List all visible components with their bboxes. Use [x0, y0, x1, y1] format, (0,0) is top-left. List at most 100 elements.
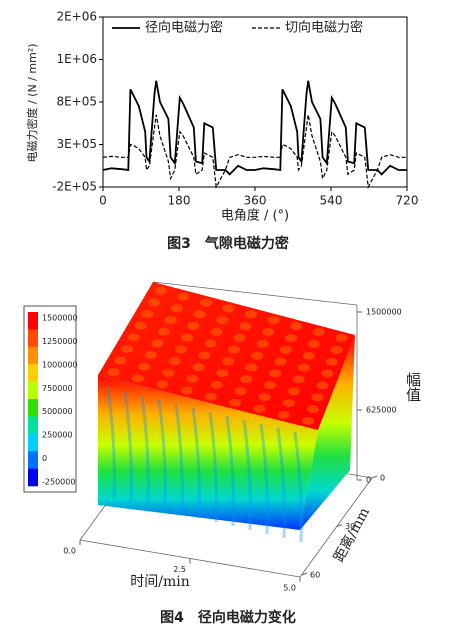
surface-peak [154, 286, 167, 295]
y-axis-label: 距离/mm [330, 505, 373, 565]
colorbar-label: -250000 [42, 478, 75, 487]
colorbar-cell [28, 399, 38, 417]
surface-peak [325, 357, 338, 366]
surface-valley [293, 431, 303, 543]
box-edge [152, 281, 358, 306]
surface-peak [267, 316, 280, 325]
surface-peak [312, 328, 325, 337]
colorbar-label: 250000 [42, 431, 73, 440]
surface-peak [170, 304, 183, 313]
colorbar-label: 750000 [42, 384, 73, 393]
surface-peak [174, 345, 187, 354]
y-axis-label: 电磁力密度 / (N / mm²) [25, 43, 39, 162]
colorbar-cell [28, 312, 38, 330]
surface-peak [316, 381, 329, 390]
surface-peak [321, 369, 334, 378]
surface-valley [208, 411, 218, 523]
surface-peak [269, 369, 282, 378]
surface-peak [134, 321, 147, 330]
surface-peak [330, 345, 343, 354]
x-tick-label: 2.5 [173, 565, 186, 574]
surface-peak [245, 363, 258, 372]
surface-peak [287, 387, 300, 396]
surface-peak [186, 374, 199, 383]
surface-valley [140, 395, 150, 507]
colorbar-cell [28, 468, 38, 487]
surface-peak [302, 417, 315, 426]
box-edge [299, 477, 373, 578]
surface-peak [210, 380, 223, 389]
legend-label: 径向电磁力密 [145, 20, 223, 36]
surface-peak [251, 351, 264, 360]
y-tick-label: 60 [310, 571, 320, 580]
surface-peak [307, 339, 320, 348]
surface-valley [106, 387, 116, 499]
surface-peak [253, 404, 266, 413]
surface-peak [277, 410, 290, 419]
surface-peak [210, 327, 223, 336]
y-tick-label: 3E+05 [56, 137, 97, 151]
colorbar-cell [28, 329, 38, 348]
surface-peak [177, 292, 190, 301]
surface-peak [227, 345, 240, 354]
surface-valley [157, 399, 167, 511]
surface-peak [239, 322, 252, 331]
y-tick [336, 524, 343, 527]
series-line [102, 80, 407, 176]
surface-peak [279, 345, 292, 354]
surface-peak [282, 399, 295, 408]
x-tick-label: 5.0 [283, 584, 296, 593]
x-axis-label: 电角度 / (°) [221, 208, 289, 224]
surface-peak [216, 316, 229, 325]
surface-peak [162, 368, 175, 377]
colorbar-label: 1000000 [42, 360, 78, 369]
surface-peak [216, 369, 229, 378]
x-tick-label: 0.0 [63, 547, 76, 556]
y-tick [301, 572, 308, 576]
y-tick-label: -2E+05 [52, 180, 97, 194]
surface-peak [151, 339, 164, 348]
y-tick-label: 0 [380, 474, 385, 483]
surface-peak [204, 339, 217, 348]
surface-peak [114, 356, 127, 365]
z-tick-label: 0 [366, 476, 371, 485]
surface-valley [123, 391, 133, 503]
surface-peak [131, 374, 144, 383]
surface-peak [199, 298, 212, 307]
legend-label: 切向电磁力密 [285, 20, 363, 36]
surface-peak [192, 363, 205, 372]
surface-peak [264, 381, 277, 390]
caption: 图4 径向电磁力变化 [160, 609, 296, 626]
y-tick-label: 2E+06 [56, 10, 97, 24]
line-chart: -2E+05 3E+05 8E+05 1E+06 2E+06 0 180 360 540 720 径… [25, 10, 418, 253]
z-axis-label: 幅值 [404, 372, 422, 402]
caption: 图3 气隙电磁力密 [167, 235, 289, 252]
colorbar-cell [28, 416, 38, 435]
surface-front [98, 375, 318, 530]
surface-peak [168, 357, 181, 366]
surface-peak [204, 392, 217, 401]
surface-peak [180, 386, 193, 395]
surface-peak [198, 351, 211, 360]
surface-peak [292, 375, 305, 384]
surface-peak [121, 344, 134, 353]
surface-peak [222, 304, 235, 313]
surface-peak [258, 393, 271, 402]
surface-peak [240, 375, 253, 384]
z-tick-label: 1500000 [366, 308, 402, 317]
surface-peak [233, 333, 246, 342]
surface-peak [193, 310, 206, 319]
surface-valley [174, 403, 184, 515]
surface-peak [157, 327, 170, 336]
surface-peak [138, 362, 151, 371]
surface-peak [141, 310, 154, 319]
surface-right [300, 335, 355, 530]
surface-valley [191, 407, 201, 519]
surface-peak [297, 363, 310, 372]
series-line [102, 114, 407, 189]
surface-peak [181, 333, 194, 342]
x-tick-label: 540 [320, 194, 343, 208]
y-tick-label: 8E+05 [56, 95, 97, 109]
surface-peak [302, 351, 315, 360]
